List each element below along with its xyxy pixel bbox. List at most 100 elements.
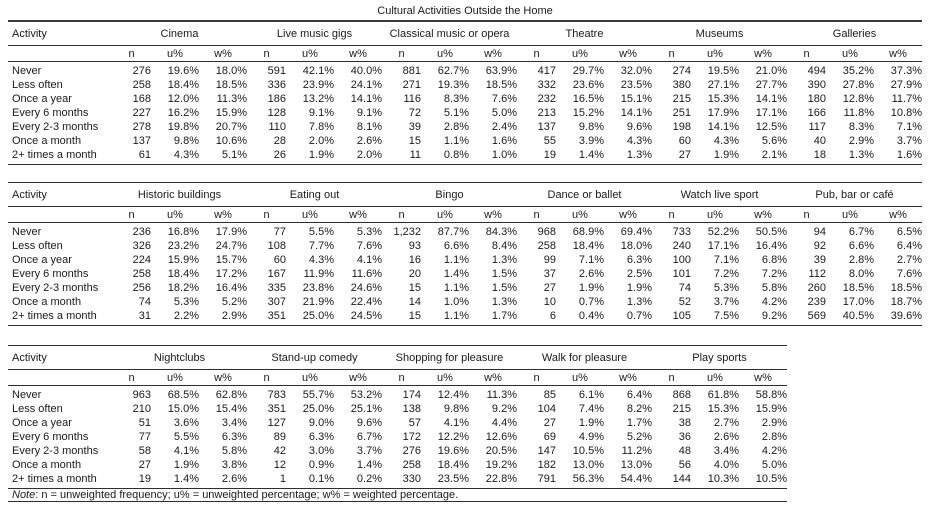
cell-n: 127 xyxy=(267,417,286,429)
table-row: Less often 210 15.0% 15.4% 351 25.0% 25.1% 138 9… xyxy=(8,402,787,416)
stat-column-header: n xyxy=(263,208,270,221)
cell-w-pct: 11.3% xyxy=(486,389,517,401)
cell-u-pct: 3.4% xyxy=(713,445,739,457)
table-row: Every 6 months 227 16.2% 15.9% 128 9.1% 9.1% 72… xyxy=(8,106,922,120)
stat-column-header: w% xyxy=(349,371,367,384)
cell-u-pct: 1.3% xyxy=(848,149,874,161)
cell-u-pct: 56.3% xyxy=(572,473,604,485)
cell-n: 77 xyxy=(138,431,151,443)
cell-n: 239 xyxy=(807,296,826,308)
cell-w-pct: 5.2% xyxy=(221,296,247,308)
cell-u-pct: 9.8% xyxy=(443,403,469,415)
row-label: Never xyxy=(12,389,42,401)
cell-w-pct: 1.7% xyxy=(491,310,517,322)
table-row: Never 963 68.5% 62.8% 783 55.7% 53.2% 174 12.4% 1… xyxy=(8,388,787,402)
cell-n: 99 xyxy=(543,254,556,266)
cell-u-pct: 5.1% xyxy=(443,107,469,119)
cell-u-pct: 4.3% xyxy=(173,149,199,161)
cell-n: 42 xyxy=(273,445,286,457)
cell-w-pct: 24.7% xyxy=(215,240,247,252)
cell-w-pct: 18.5% xyxy=(215,79,247,91)
cell-u-pct: 1.1% xyxy=(443,282,469,294)
cell-n: 116 xyxy=(403,93,421,105)
group-header: Nightclubs xyxy=(153,351,206,364)
cell-u-pct: 1.9% xyxy=(578,282,604,294)
stat-column-header: n xyxy=(398,47,405,60)
row-label: Every 2-3 months xyxy=(12,282,99,294)
cell-u-pct: 52.2% xyxy=(707,226,739,238)
table-subheader-row: n u% w% n u% w% n u% w% n u% w% n u% w% n u% w% xyxy=(8,46,922,62)
cell-n: 180 xyxy=(807,93,826,105)
cell-n: 15 xyxy=(408,135,421,147)
cell-u-pct: 12.2% xyxy=(437,431,469,443)
note-text: : n = unweighted frequency; u% = unweigh… xyxy=(35,489,459,501)
cell-n: 128 xyxy=(267,107,286,119)
cell-w-pct: 2.4% xyxy=(491,121,517,133)
cell-w-pct: 4.1% xyxy=(356,254,382,266)
cell-n: 38 xyxy=(678,417,691,429)
cell-n: 224 xyxy=(132,254,151,266)
cell-u-pct: 12.8% xyxy=(842,93,874,105)
cell-n: 55 xyxy=(543,135,556,147)
cell-u-pct: 17.1% xyxy=(707,240,739,252)
cell-u-pct: 25.0% xyxy=(302,403,334,415)
cell-u-pct: 15.9% xyxy=(167,254,199,266)
table-row: Once a year 224 15.9% 15.7% 60 4.3% 4.1% 16 1.1%… xyxy=(8,253,922,267)
table-row: Never 236 16.8% 17.9% 77 5.5% 5.3% 1,232 87.7% 84… xyxy=(8,225,922,239)
cell-u-pct: 13.2% xyxy=(302,93,334,105)
table-header-row: Activity Nightclubs Stand-up comedy Shoppin… xyxy=(8,346,787,370)
cell-n: 232 xyxy=(537,93,556,105)
stat-column-header: w% xyxy=(214,47,232,60)
row-label: Once a year xyxy=(12,254,72,266)
cell-u-pct: 23.5% xyxy=(437,473,469,485)
cell-u-pct: 2.6% xyxy=(713,431,739,443)
cell-u-pct: 18.4% xyxy=(167,79,199,91)
cell-n: 1,232 xyxy=(393,226,421,238)
group-header: Historic buildings xyxy=(137,188,222,201)
cell-w-pct: 7.6% xyxy=(896,268,922,280)
cell-u-pct: 5.5% xyxy=(308,226,334,238)
stat-column-header: u% xyxy=(167,208,183,221)
group-header: Play sports xyxy=(692,351,747,364)
cell-w-pct: 9.1% xyxy=(356,107,382,119)
cell-n: 108 xyxy=(267,240,286,252)
cell-w-pct: 7.6% xyxy=(491,93,517,105)
table-row: Every 2-3 months 58 4.1% 5.8% 42 3.0% 3.7% 276 1… xyxy=(8,444,787,458)
group-header: Watch live sport xyxy=(680,188,759,201)
table-row: Less often 258 18.4% 18.5% 336 23.9% 24.1% 271 1… xyxy=(8,78,922,92)
stat-column-header: n xyxy=(668,371,675,384)
cell-u-pct: 18.5% xyxy=(842,282,874,294)
cell-u-pct: 27.8% xyxy=(842,79,874,91)
cell-w-pct: 69.4% xyxy=(620,226,652,238)
cell-u-pct: 3.9% xyxy=(578,135,604,147)
table-subheader-row: n u% w% n u% w% n u% w% n u% w% n u% w% xyxy=(8,370,787,386)
cell-w-pct: 15.4% xyxy=(215,403,247,415)
cell-w-pct: 15.9% xyxy=(755,403,787,415)
cell-w-pct: 1.3% xyxy=(491,296,517,308)
cell-n: 968 xyxy=(537,226,556,238)
cell-n: 332 xyxy=(537,79,556,91)
cell-n: 307 xyxy=(267,296,286,308)
cell-w-pct: 24.5% xyxy=(350,310,382,322)
cell-n: 198 xyxy=(672,121,691,133)
cell-n: 276 xyxy=(402,445,421,457)
cell-n: 417 xyxy=(537,65,556,77)
cell-n: 36 xyxy=(678,431,691,443)
cell-w-pct: 6.4% xyxy=(626,389,652,401)
cell-u-pct: 11.8% xyxy=(843,107,874,119)
stat-column-header: n xyxy=(128,47,135,60)
cell-w-pct: 15.7% xyxy=(215,254,247,266)
cell-w-pct: 4.3% xyxy=(626,135,652,147)
table-row: Every 2-3 months 256 18.2% 16.4% 335 23.8% 24.… xyxy=(8,281,922,295)
cell-u-pct: 1.1% xyxy=(443,135,469,147)
cell-w-pct: 10.5% xyxy=(755,473,787,485)
table-row: 2+ times a month 31 2.2% 2.9% 351 25.0% 24.5% 1… xyxy=(8,309,922,323)
stat-column-header: w% xyxy=(889,47,907,60)
cell-u-pct: 42.1% xyxy=(302,65,334,77)
cell-w-pct: 27.9% xyxy=(890,79,922,91)
cell-u-pct: 1.1% xyxy=(443,254,469,266)
cell-w-pct: 10.8% xyxy=(890,107,922,119)
cell-u-pct: 35.2% xyxy=(842,65,874,77)
stat-column-header: u% xyxy=(707,371,723,384)
cell-u-pct: 1.4% xyxy=(578,149,604,161)
